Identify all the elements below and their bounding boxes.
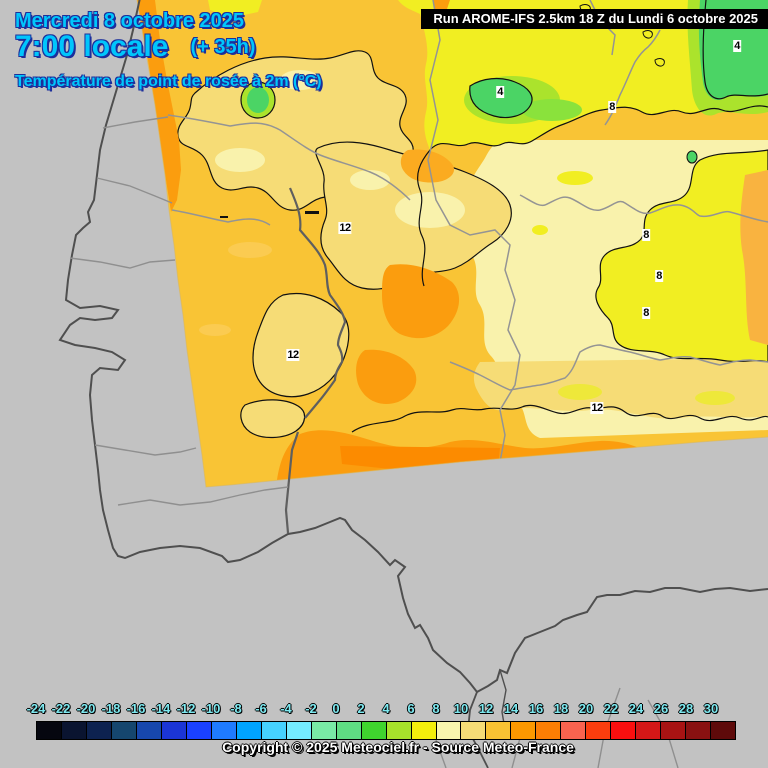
legend-tick: -8 bbox=[230, 701, 242, 716]
legend-cell bbox=[61, 722, 87, 739]
legend-cell bbox=[86, 722, 112, 739]
contour-label-8: 8 bbox=[642, 229, 650, 241]
legend-tick: -4 bbox=[280, 701, 292, 716]
legend-tick: 6 bbox=[407, 701, 415, 716]
legend-cell bbox=[486, 722, 512, 739]
model-domain bbox=[137, 0, 768, 487]
legend-tick: 22 bbox=[603, 701, 619, 716]
contour-label-12: 12 bbox=[286, 349, 300, 361]
legend-tick: 26 bbox=[653, 701, 669, 716]
legend-cell bbox=[661, 722, 687, 739]
date-label: Mercredi 8 octobre 2025 bbox=[15, 10, 244, 32]
legend-cell bbox=[286, 722, 312, 739]
legend-tick: -16 bbox=[126, 701, 146, 716]
legend-cell bbox=[686, 722, 712, 739]
legend-cell bbox=[211, 722, 237, 739]
legend-cell bbox=[136, 722, 162, 739]
run-info-box: Run AROME-IFS 2.5km 18 Z du Lundi 6 octo… bbox=[421, 9, 768, 29]
legend-tick: 30 bbox=[703, 701, 719, 716]
legend-tick: -24 bbox=[26, 701, 46, 716]
legend-tick: -18 bbox=[101, 701, 121, 716]
coastlines bbox=[58, 0, 768, 768]
legend-cell bbox=[561, 722, 587, 739]
legend-cell bbox=[111, 722, 137, 739]
contour-label-8: 8 bbox=[642, 307, 650, 319]
legend-tick: -2 bbox=[305, 701, 317, 716]
time-label: 7:00 locale (+ 35h) bbox=[15, 30, 255, 64]
legend-tick: 14 bbox=[503, 701, 519, 716]
legend-tick: 2 bbox=[357, 701, 365, 716]
legend-cell bbox=[386, 722, 412, 739]
legend-cell bbox=[311, 722, 337, 739]
legend-cell bbox=[186, 722, 212, 739]
legend-tick: 28 bbox=[678, 701, 694, 716]
legend-tick: -22 bbox=[51, 701, 71, 716]
forecast-offset: (+ 35h) bbox=[190, 36, 256, 58]
copyright-text: Copyright © 2025 Meteociel.fr - Source M… bbox=[222, 739, 574, 755]
contour-label-8: 8 bbox=[608, 101, 616, 113]
legend-tick: 0 bbox=[332, 701, 340, 716]
legend-tick: 16 bbox=[528, 701, 544, 716]
parameter-title: Température de point de rosée à 2m (°C) bbox=[15, 73, 322, 90]
legend-cell bbox=[161, 722, 187, 739]
legend-tick: 24 bbox=[628, 701, 644, 716]
legend-cell bbox=[236, 722, 262, 739]
legend-tick: -12 bbox=[176, 701, 196, 716]
legend-color-bar bbox=[36, 721, 736, 740]
legend-cell bbox=[636, 722, 662, 739]
contour-label-12: 12 bbox=[590, 402, 604, 414]
legend-tick: 10 bbox=[453, 701, 469, 716]
contour-label-4: 4 bbox=[496, 86, 504, 98]
legend-tick: -6 bbox=[255, 701, 267, 716]
legend-cell bbox=[261, 722, 287, 739]
legend-tick: -14 bbox=[151, 701, 171, 716]
legend-tick: 20 bbox=[578, 701, 594, 716]
legend-cell bbox=[611, 722, 637, 739]
legend-cell bbox=[37, 722, 62, 739]
legend-tick: 18 bbox=[553, 701, 569, 716]
contour-label-8: 8 bbox=[655, 270, 663, 282]
legend-cell bbox=[511, 722, 537, 739]
legend-cell bbox=[711, 722, 736, 739]
legend-cell bbox=[361, 722, 387, 739]
legend-tick: -20 bbox=[76, 701, 96, 716]
legend-cell bbox=[586, 722, 612, 739]
legend-cell bbox=[536, 722, 562, 739]
legend-tick: -10 bbox=[201, 701, 221, 716]
contour-label-12: 12 bbox=[338, 222, 352, 234]
legend-tick: 12 bbox=[478, 701, 494, 716]
legend-cell bbox=[436, 722, 462, 739]
legend-tick: 4 bbox=[382, 701, 390, 716]
legend-cell bbox=[411, 722, 437, 739]
legend-tick-labels: -24 -22 -20 -18 -16 -14 -12 -10 -8 -6 -4 -2 0 2 4 6 8 10 1… bbox=[0, 701, 768, 716]
legend-cell bbox=[461, 722, 487, 739]
legend-tick: 8 bbox=[432, 701, 440, 716]
domain-edge bbox=[136, 0, 768, 488]
legend-cell bbox=[336, 722, 362, 739]
local-time: 7:00 locale bbox=[15, 30, 169, 63]
contour-label-4: 4 bbox=[733, 40, 741, 52]
